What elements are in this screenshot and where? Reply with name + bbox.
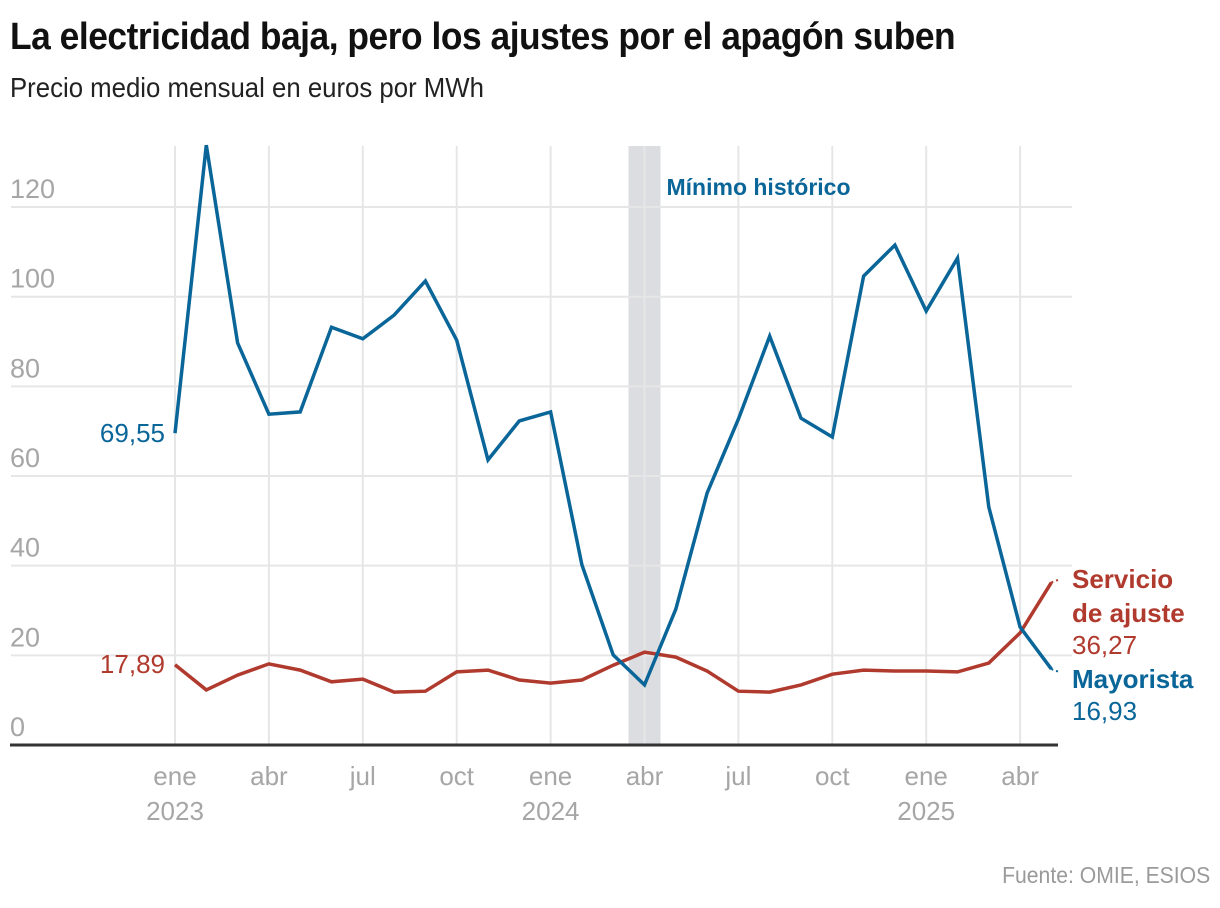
series-line-servicio-de-ajuste	[173, 581, 1053, 694]
source-note: Fuente: OMIE, ESIOS	[1001, 862, 1210, 888]
x-tick-month: abr	[250, 761, 288, 791]
y-axis-ticks: 0 20 40 60 80 100 120	[10, 174, 55, 742]
series-layer	[173, 144, 1060, 694]
y-tick-label: 120	[10, 174, 55, 204]
end-label-leader	[1051, 578, 1060, 584]
x-tick-month: ene	[153, 761, 196, 791]
chart-title: La electricidad baja, pero los ajustes p…	[10, 16, 956, 58]
x-tick-year: 2024	[522, 796, 580, 826]
grid-layer	[11, 146, 1072, 745]
chart-subtitle: Precio medio mensual en euros por MWh	[10, 72, 484, 103]
y-tick-label: 80	[10, 353, 40, 383]
x-tick-month: jul	[724, 761, 751, 791]
x-tick-month: abr	[1001, 761, 1039, 791]
y-tick-label: 40	[10, 533, 40, 563]
y-tick-label: 60	[10, 443, 40, 473]
ajuste-series-name-line1: Servicio	[1072, 564, 1173, 594]
x-tick-month: oct	[815, 761, 850, 791]
mayorista-series-name: Mayorista	[1072, 664, 1194, 694]
y-tick-label: 20	[10, 622, 40, 652]
series-line-mayorista	[173, 144, 1053, 688]
x-tick-month: oct	[439, 761, 474, 791]
label-layer: Mínimo histórico 69,55 17,89 Servicio de aju…	[100, 174, 1194, 726]
ajuste-series-name-line2: de ajuste	[1072, 598, 1185, 628]
mayorista-start-label: 69,55	[100, 418, 165, 448]
x-tick-year: 2023	[146, 796, 204, 826]
x-tick-month: jul	[349, 761, 376, 791]
annotation-minimo-historico: Mínimo histórico	[667, 174, 851, 200]
x-tick-month: ene	[905, 761, 948, 791]
x-tick-month: ene	[529, 761, 572, 791]
ajuste-end-label: 36,27	[1072, 630, 1137, 660]
x-tick-month: abr	[626, 761, 664, 791]
y-tick-label: 0	[10, 712, 25, 742]
end-label-leader	[1051, 668, 1060, 674]
y-tick-label: 100	[10, 264, 55, 294]
x-axis-ticks: ene 2023 abr jul oct ene 2024 abr jul oct ene 2025 a…	[146, 761, 1039, 826]
ajuste-start-label: 17,89	[100, 649, 165, 679]
mayorista-end-label: 16,93	[1072, 696, 1137, 726]
x-tick-year: 2025	[897, 796, 955, 826]
